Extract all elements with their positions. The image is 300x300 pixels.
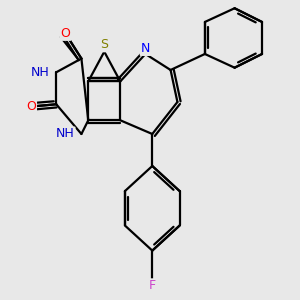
Text: F: F: [149, 279, 156, 292]
Text: O: O: [61, 27, 70, 40]
Text: O: O: [26, 100, 36, 113]
Text: NH: NH: [56, 128, 75, 140]
Text: S: S: [100, 38, 108, 51]
Text: N: N: [141, 42, 150, 55]
Text: NH: NH: [31, 66, 50, 79]
